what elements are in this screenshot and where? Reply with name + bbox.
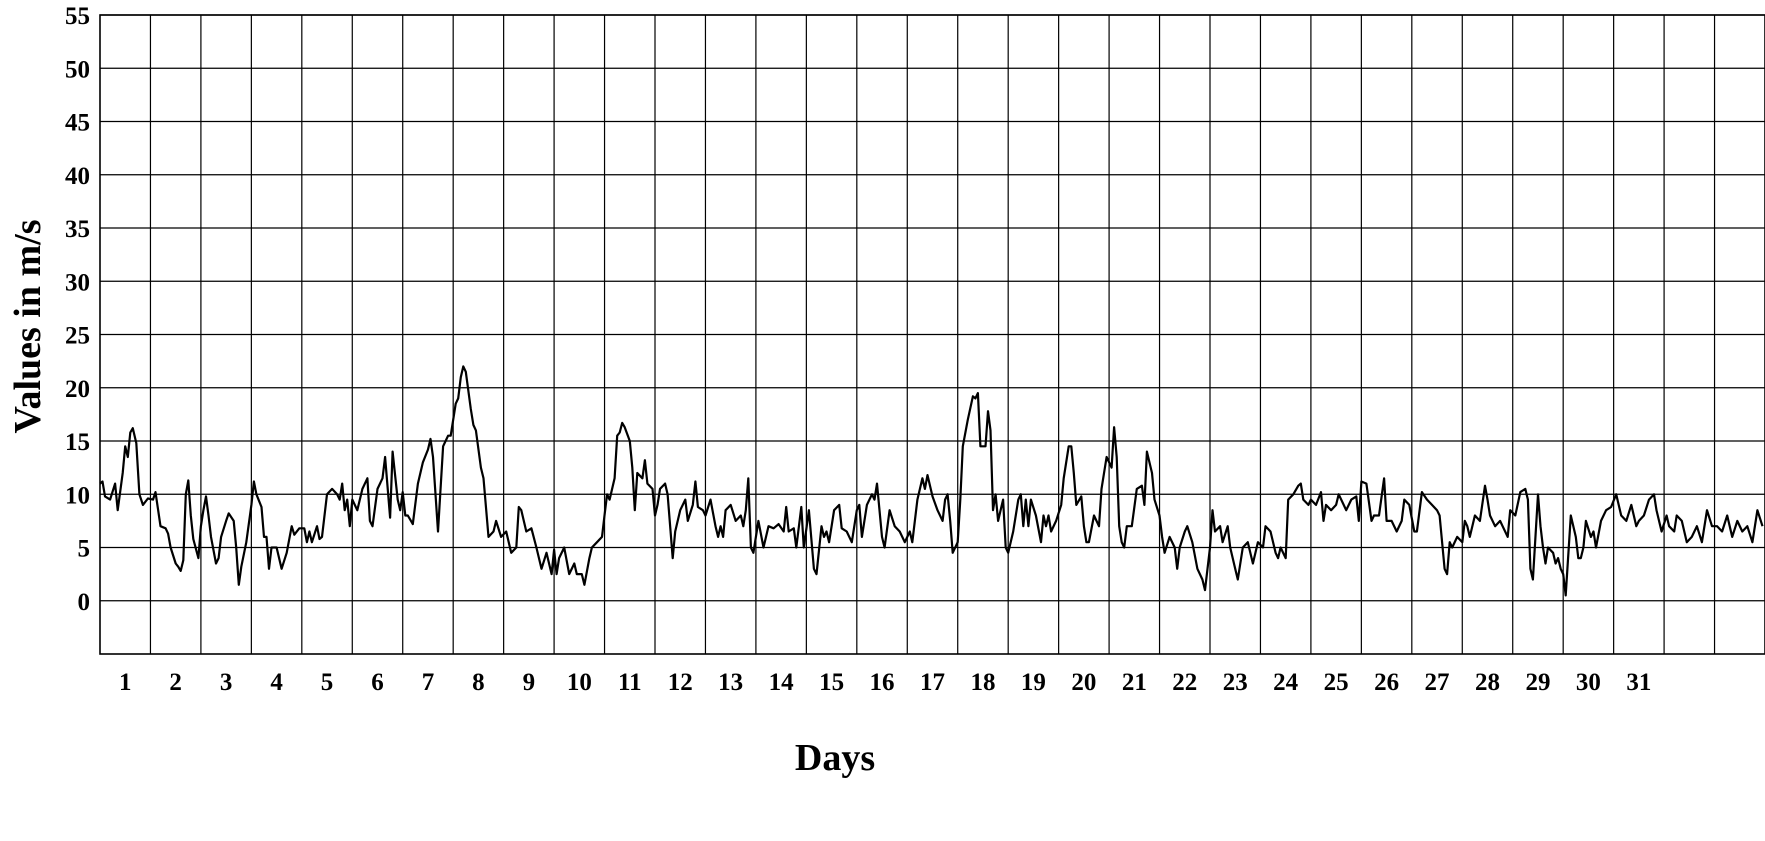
y-tick-label: 20: [65, 376, 90, 403]
x-tick-label: 19: [1021, 669, 1046, 696]
y-tick-label: 40: [65, 163, 90, 190]
plot-frame: [99, 14, 1765, 655]
y-tick-label: 10: [65, 482, 90, 509]
y-tick-label: 35: [65, 216, 90, 243]
y-tick-labels: 0 5 10 15 20 25 30 35 40 45 50 55: [65, 3, 90, 616]
x-tick-label: 29: [1525, 669, 1550, 696]
x-tick-label: 22: [1172, 669, 1197, 696]
y-tick-label: 45: [65, 110, 90, 137]
x-tick-label: 9: [523, 669, 536, 696]
y-tick-label: 50: [65, 56, 90, 83]
x-tick-label: 14: [769, 669, 795, 696]
x-tick-label: 10: [567, 669, 592, 696]
x-tick-label: 15: [819, 669, 844, 696]
y-tick-label: 15: [65, 429, 90, 456]
x-tick-label: 13: [718, 669, 743, 696]
x-tick-label: 4: [270, 669, 283, 696]
series-layer: [99, 365, 1764, 597]
y-tick-label: 30: [65, 269, 90, 296]
x-tick-label: 7: [422, 669, 435, 696]
series-line: [99, 365, 1764, 597]
x-tick-label: 27: [1425, 669, 1450, 696]
y-tick-label: 0: [78, 589, 91, 616]
y-tick-label: 5: [78, 536, 91, 563]
x-tick-label: 11: [618, 669, 642, 696]
x-tick-label: 17: [920, 669, 945, 696]
x-tick-label: 18: [970, 669, 995, 696]
x-tick-label: 5: [321, 669, 334, 696]
y-tick-label: 55: [65, 3, 90, 30]
x-tick-label: 16: [870, 669, 895, 696]
y-axis-title: Values in m/s: [7, 220, 49, 434]
x-tick-label: 28: [1475, 669, 1500, 696]
x-axis-title: Days: [795, 737, 875, 779]
x-tick-label: 26: [1374, 669, 1399, 696]
x-tick-label: 21: [1122, 669, 1147, 696]
x-tick-label: 31: [1626, 669, 1651, 696]
x-tick-label: 20: [1071, 669, 1096, 696]
x-tick-label: 12: [668, 669, 693, 696]
horizontal-gridlines: [100, 14, 1765, 602]
x-tick-label: 30: [1576, 669, 1601, 696]
y-tick-label: 25: [65, 323, 90, 350]
x-tick-label: 6: [371, 669, 384, 696]
x-tick-label: 23: [1223, 669, 1248, 696]
x-tick-labels: 1 2 3 4 5 6 7 8 9 10 11 12 13 14 15 16 17 18 19 20 21 22 23 24 2…: [119, 669, 1651, 696]
x-tick-label: 8: [472, 669, 485, 696]
x-tick-label: 24: [1273, 669, 1299, 696]
x-tick-label: 1: [119, 669, 132, 696]
x-tick-label: 3: [220, 669, 233, 696]
x-tick-label: 2: [169, 669, 182, 696]
x-tick-label: 25: [1324, 669, 1349, 696]
